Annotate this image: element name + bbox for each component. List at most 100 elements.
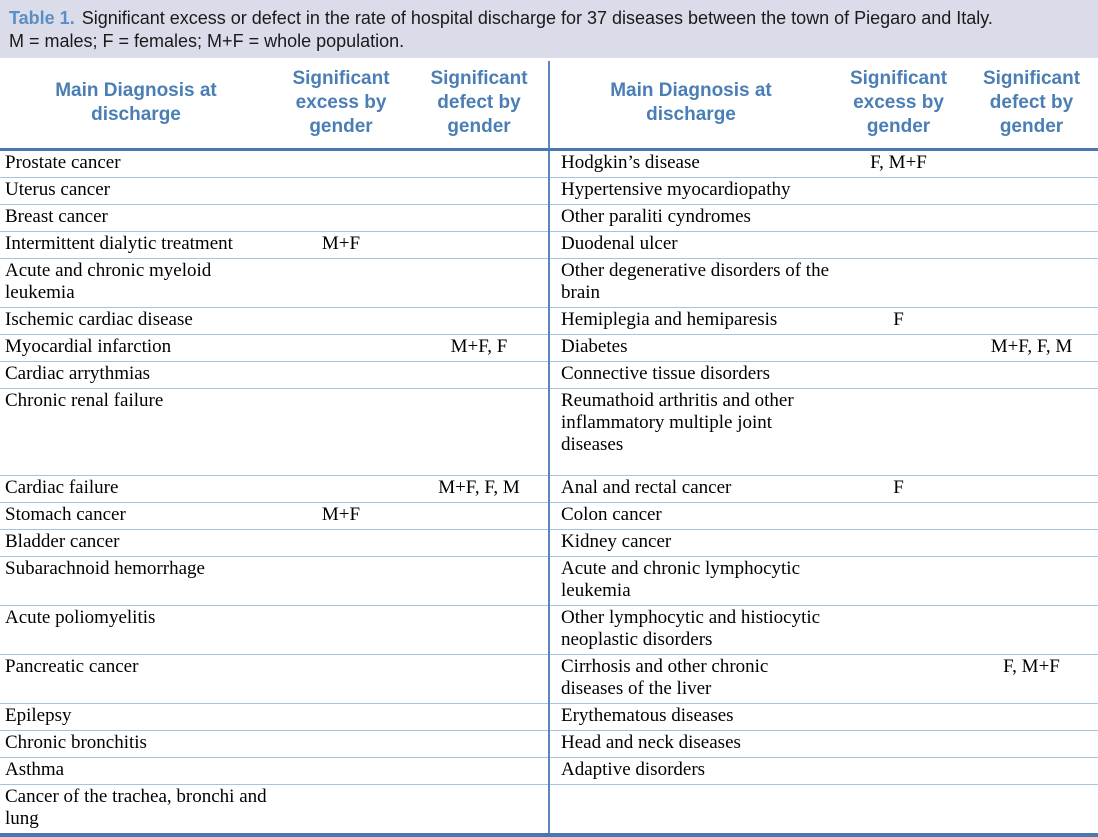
table-row: Breast cancer Other paraliti cyndromes: [0, 204, 1098, 232]
cell-left-diagnosis: Subarachnoid hemorrhage: [0, 556, 272, 606]
cell-left-defect: [410, 258, 549, 308]
cell-left-defect: [410, 529, 549, 557]
cell-left-excess: [272, 334, 410, 362]
table-caption-label: Table 1.: [9, 8, 75, 28]
cell-left-diagnosis: Epilepsy: [0, 703, 272, 731]
cell-left-diagnosis: Asthma: [0, 757, 272, 785]
table-row: Cardiac arrythmias Connective tissue diso…: [0, 361, 1098, 389]
table-caption-text-line1: Significant excess or defect in the rate…: [81, 8, 993, 28]
cell-right-excess: F: [832, 307, 965, 335]
cell-right-excess: [832, 757, 965, 785]
cell-right-diagnosis: Cirrhosis and other chronic diseases of …: [548, 654, 832, 704]
cell-right-defect: [965, 361, 1098, 389]
table-row: Pancreatic cancer Cirrhosis and other chr…: [0, 654, 1098, 704]
cell-left-excess: [272, 177, 410, 205]
cell-right-excess: [832, 231, 965, 259]
table-row: Chronic renal failure Reumathoid arthriti…: [0, 388, 1098, 476]
cell-left-excess: [272, 307, 410, 335]
table-caption: Table 1. Significant excess or defect in …: [0, 0, 1098, 58]
cell-right-defect: [965, 258, 1098, 308]
cell-right-excess: [832, 204, 965, 232]
cell-right-defect: [965, 475, 1098, 503]
cell-left-defect: M+F, F: [410, 334, 549, 362]
cell-left-excess: [272, 529, 410, 557]
cell-left-diagnosis: Intermittent dialytic treatment: [0, 231, 272, 259]
table-row: Acute poliomyelitis Other lymphocytic and…: [0, 605, 1098, 655]
cell-left-defect: [410, 730, 549, 758]
cell-right-defect: [965, 204, 1098, 232]
cell-right-excess: [832, 730, 965, 758]
table-row: Uterus cancer Hypertensive myocardiopathy: [0, 177, 1098, 205]
header-left-excess: Significant excess by gender: [272, 61, 410, 151]
cell-left-diagnosis: Cardiac arrythmias: [0, 361, 272, 389]
cell-right-defect: [965, 757, 1098, 785]
cell-left-defect: M+F, F, M: [410, 475, 549, 503]
cell-right-diagnosis: Head and neck diseases: [548, 730, 832, 758]
cell-left-excess: [272, 361, 410, 389]
cell-left-defect: [410, 204, 549, 232]
cell-left-defect: [410, 361, 549, 389]
header-right-excess: Significant excess by gender: [832, 61, 965, 151]
cell-left-excess: [272, 388, 410, 476]
cell-right-excess: [832, 556, 965, 606]
cell-left-defect: [410, 757, 549, 785]
cell-left-diagnosis: Cardiac failure: [0, 475, 272, 503]
cell-right-diagnosis: Hodgkin’s disease: [548, 149, 832, 178]
cell-left-defect: [410, 231, 549, 259]
cell-left-excess: [272, 654, 410, 704]
header-left-diagnosis: Main Diagnosis at discharge: [0, 61, 272, 151]
cell-right-defect: M+F, F, M: [965, 334, 1098, 362]
cell-right-diagnosis: Reumathoid arthritis and other inflammat…: [548, 388, 832, 476]
cell-right-defect: [965, 231, 1098, 259]
cell-right-diagnosis: Kidney cancer: [548, 529, 832, 557]
cell-right-excess: [832, 529, 965, 557]
cell-right-excess: [832, 361, 965, 389]
cell-right-diagnosis: Other degenerative disorders of the brai…: [548, 258, 832, 308]
cell-right-excess: [832, 654, 965, 704]
cell-left-excess: [272, 475, 410, 503]
cell-left-diagnosis: Chronic renal failure: [0, 388, 272, 476]
cell-right-diagnosis: Duodenal ulcer: [548, 231, 832, 259]
cell-left-defect: [410, 177, 549, 205]
table-row: Chronic bronchitis Head and neck diseases: [0, 730, 1098, 758]
table-row: Prostate cancer Hodgkin’s disease F, M+F: [0, 149, 1098, 178]
cell-left-excess: [272, 258, 410, 308]
cell-left-diagnosis: Myocardial infarction: [0, 334, 272, 362]
cell-left-diagnosis: Stomach cancer: [0, 502, 272, 530]
cell-right-excess: F: [832, 475, 965, 503]
cell-left-diagnosis: Chronic bronchitis: [0, 730, 272, 758]
header-left-defect: Significant defect by gender: [410, 61, 549, 151]
cell-right-excess: F, M+F: [832, 149, 965, 178]
cell-right-excess: [832, 334, 965, 362]
cell-left-excess: [272, 730, 410, 758]
table-row: Acute and chronic myeloid leukemia Other …: [0, 258, 1098, 308]
cell-left-excess: [272, 784, 410, 837]
cell-left-defect: [410, 654, 549, 704]
cell-left-excess: [272, 149, 410, 178]
table-row: Asthma Adaptive disorders: [0, 757, 1098, 785]
cell-left-excess: [272, 556, 410, 606]
header-right-diagnosis: Main Diagnosis at discharge: [548, 61, 832, 151]
cell-left-defect: [410, 502, 549, 530]
cell-right-diagnosis: Erythematous diseases: [548, 703, 832, 731]
cell-right-defect: [965, 307, 1098, 335]
cell-right-defect: [965, 730, 1098, 758]
cell-left-defect: [410, 556, 549, 606]
cell-left-defect: [410, 605, 549, 655]
cell-right-excess: [832, 703, 965, 731]
cell-right-excess: [832, 388, 965, 476]
cell-right-excess: [832, 258, 965, 308]
cell-right-diagnosis: Other paraliti cyndromes: [548, 204, 832, 232]
cell-right-defect: F, M+F: [965, 654, 1098, 704]
table-caption-text-line2: M = males; F = females; M+F = whole popu…: [9, 31, 405, 51]
cell-left-defect: [410, 149, 549, 178]
cell-left-diagnosis: Acute and chronic myeloid leukemia: [0, 258, 272, 308]
cell-right-defect: [965, 703, 1098, 731]
table-row: Subarachnoid hemorrhage Acute and chronic…: [0, 556, 1098, 606]
table-row: Epilepsy Erythematous diseases: [0, 703, 1098, 731]
cell-right-diagnosis: Hemiplegia and hemiparesis: [548, 307, 832, 335]
cell-left-diagnosis: Uterus cancer: [0, 177, 272, 205]
cell-left-defect: [410, 703, 549, 731]
cell-right-diagnosis: Colon cancer: [548, 502, 832, 530]
